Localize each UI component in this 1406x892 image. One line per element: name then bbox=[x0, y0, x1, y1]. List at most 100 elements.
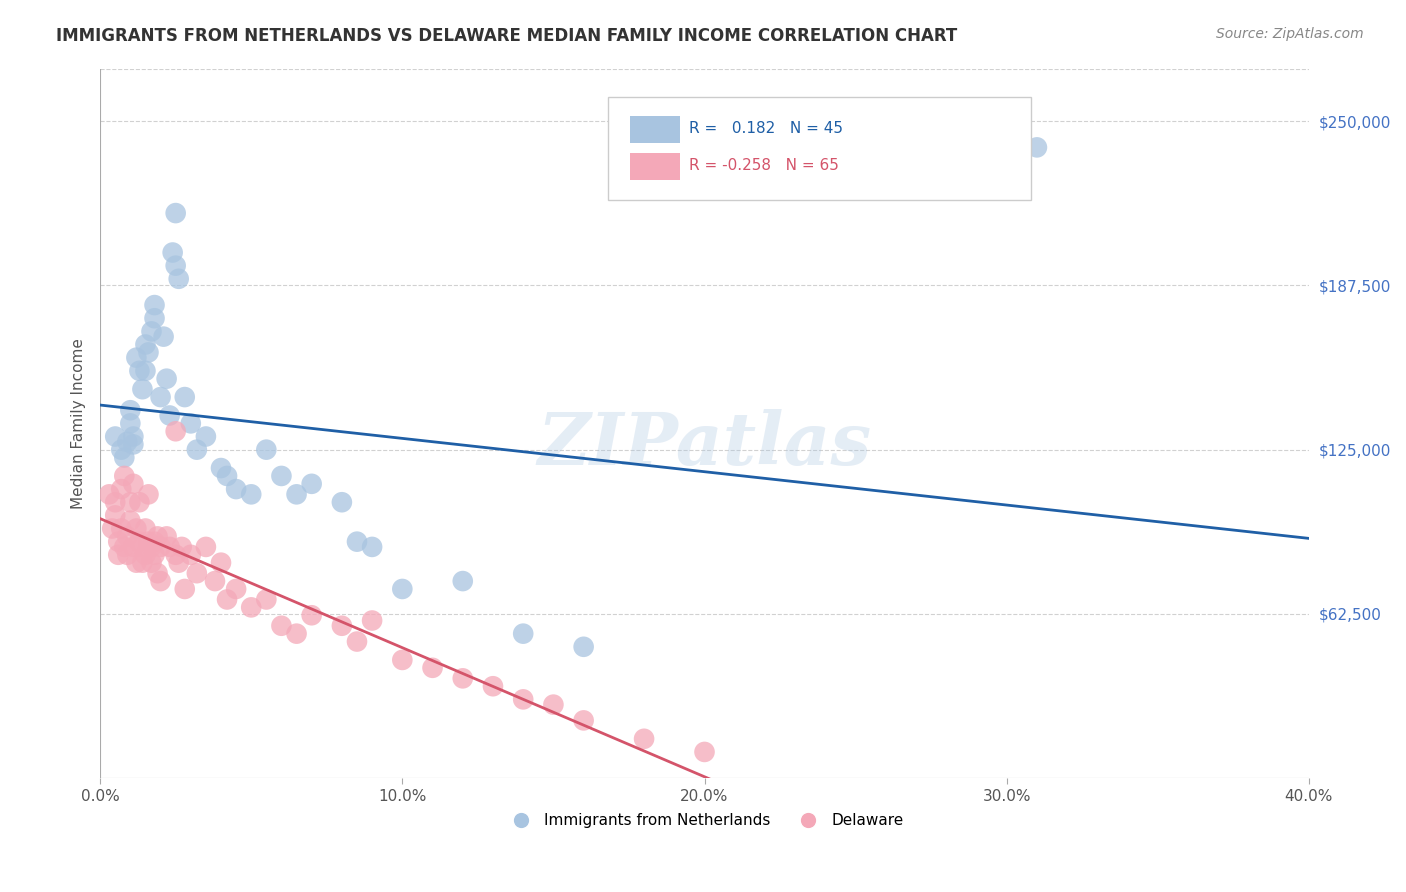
Point bbox=[204, 574, 226, 588]
Point bbox=[138, 345, 160, 359]
Point bbox=[301, 476, 323, 491]
Point bbox=[131, 540, 153, 554]
Point bbox=[633, 731, 655, 746]
Point bbox=[159, 409, 181, 423]
Point bbox=[215, 469, 238, 483]
Point bbox=[186, 566, 208, 581]
Point bbox=[186, 442, 208, 457]
Point bbox=[131, 382, 153, 396]
Point bbox=[512, 626, 534, 640]
Point bbox=[451, 671, 474, 685]
Point bbox=[141, 556, 163, 570]
Point bbox=[134, 337, 156, 351]
Point bbox=[285, 487, 308, 501]
Point bbox=[361, 540, 384, 554]
Point bbox=[215, 592, 238, 607]
Point bbox=[117, 434, 139, 449]
Point bbox=[173, 582, 195, 596]
Point bbox=[117, 529, 139, 543]
Point bbox=[512, 692, 534, 706]
Point bbox=[143, 534, 166, 549]
Point bbox=[240, 487, 263, 501]
Point bbox=[194, 429, 217, 443]
Point bbox=[167, 556, 190, 570]
Point bbox=[149, 540, 172, 554]
Point bbox=[391, 582, 413, 596]
Point bbox=[180, 548, 202, 562]
Point bbox=[346, 534, 368, 549]
Point bbox=[122, 437, 145, 451]
Point bbox=[122, 429, 145, 443]
Point bbox=[143, 298, 166, 312]
Point bbox=[391, 653, 413, 667]
Point bbox=[125, 351, 148, 365]
Point bbox=[451, 574, 474, 588]
Point bbox=[110, 442, 132, 457]
Point bbox=[134, 548, 156, 562]
Point bbox=[572, 714, 595, 728]
Point bbox=[134, 522, 156, 536]
Point bbox=[173, 390, 195, 404]
Point bbox=[98, 487, 121, 501]
Point bbox=[209, 461, 232, 475]
Point bbox=[194, 540, 217, 554]
Point bbox=[107, 548, 129, 562]
Point bbox=[120, 417, 142, 431]
Point bbox=[141, 540, 163, 554]
Point bbox=[209, 556, 232, 570]
Point bbox=[101, 522, 124, 536]
Point bbox=[117, 548, 139, 562]
Point bbox=[149, 390, 172, 404]
Point bbox=[180, 417, 202, 431]
Point bbox=[134, 364, 156, 378]
Text: Source: ZipAtlas.com: Source: ZipAtlas.com bbox=[1216, 27, 1364, 41]
Point bbox=[572, 640, 595, 654]
Point bbox=[146, 529, 169, 543]
Point bbox=[120, 403, 142, 417]
Point bbox=[693, 745, 716, 759]
Point bbox=[152, 329, 174, 343]
Point bbox=[301, 608, 323, 623]
Point bbox=[125, 556, 148, 570]
Point bbox=[131, 556, 153, 570]
Point bbox=[330, 495, 353, 509]
Point bbox=[482, 679, 505, 693]
Point bbox=[104, 495, 127, 509]
Point bbox=[107, 534, 129, 549]
Point bbox=[120, 495, 142, 509]
Point bbox=[110, 482, 132, 496]
Point bbox=[122, 540, 145, 554]
Point bbox=[543, 698, 565, 712]
Point bbox=[225, 482, 247, 496]
Point bbox=[165, 424, 187, 438]
Point bbox=[170, 540, 193, 554]
FancyBboxPatch shape bbox=[630, 153, 681, 180]
Point bbox=[143, 548, 166, 562]
Text: R = -0.258   N = 65: R = -0.258 N = 65 bbox=[689, 158, 838, 173]
Point bbox=[162, 245, 184, 260]
Point bbox=[330, 619, 353, 633]
Point bbox=[104, 429, 127, 443]
Point bbox=[138, 487, 160, 501]
Point bbox=[112, 540, 135, 554]
Point bbox=[1026, 140, 1049, 154]
Point bbox=[112, 469, 135, 483]
Point bbox=[361, 614, 384, 628]
Point bbox=[165, 548, 187, 562]
Text: R =   0.182   N = 45: R = 0.182 N = 45 bbox=[689, 121, 842, 136]
Point bbox=[141, 324, 163, 338]
Point bbox=[120, 514, 142, 528]
Text: IMMIGRANTS FROM NETHERLANDS VS DELAWARE MEDIAN FAMILY INCOME CORRELATION CHART: IMMIGRANTS FROM NETHERLANDS VS DELAWARE … bbox=[56, 27, 957, 45]
Point bbox=[240, 600, 263, 615]
Point bbox=[165, 259, 187, 273]
Point bbox=[128, 495, 150, 509]
Point bbox=[128, 534, 150, 549]
Point bbox=[270, 469, 292, 483]
Point bbox=[143, 311, 166, 326]
Point bbox=[156, 372, 179, 386]
Point bbox=[112, 450, 135, 465]
Point bbox=[156, 529, 179, 543]
Point bbox=[285, 626, 308, 640]
Point bbox=[138, 534, 160, 549]
Point bbox=[149, 574, 172, 588]
